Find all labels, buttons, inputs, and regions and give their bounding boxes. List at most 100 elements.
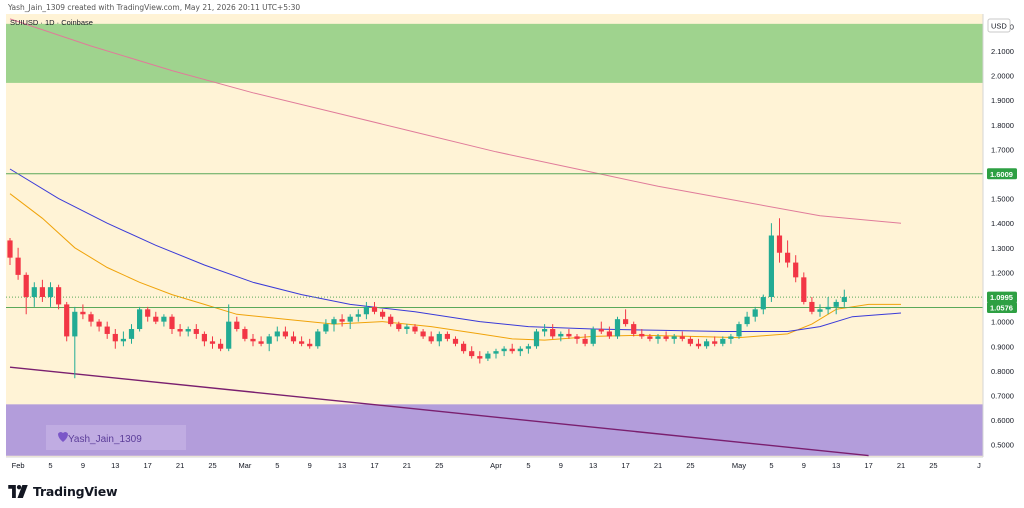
candle — [582, 333, 588, 347]
candle-body — [355, 314, 361, 317]
candle-body — [574, 336, 580, 339]
candle-body — [428, 336, 434, 342]
candle-body — [606, 331, 612, 337]
candle — [574, 333, 580, 344]
price-badge-background — [987, 168, 1017, 180]
candle-body — [323, 324, 329, 332]
candle — [266, 333, 272, 352]
candle — [801, 272, 807, 305]
candle-body — [396, 324, 402, 330]
time-tick-label: 9 — [81, 461, 85, 470]
candle — [112, 329, 118, 349]
candle-body — [347, 316, 353, 322]
watermark-text: Yash_Jain_1309 — [68, 434, 142, 445]
candle-body — [768, 235, 774, 298]
candle-body — [825, 306, 831, 310]
time-tick-label: 13 — [832, 461, 840, 470]
candle-body — [161, 316, 167, 322]
candle — [64, 301, 70, 342]
candle-body — [307, 343, 313, 347]
candle — [444, 331, 450, 342]
candle — [525, 343, 531, 354]
candle-body — [185, 329, 191, 332]
time-tick-label: 13 — [111, 461, 119, 470]
candle-body — [728, 336, 734, 339]
time-tick-label: Feb — [12, 461, 25, 470]
candle — [193, 324, 199, 339]
time-tick-label: 5 — [526, 461, 530, 470]
time-tick-label: May — [732, 461, 746, 470]
ema-fast-line — [9, 193, 901, 341]
candle — [331, 316, 337, 332]
candle-body — [363, 306, 369, 315]
tradingview-wordmark: TradingView — [33, 483, 118, 499]
price-tick-label: 1.2000 — [991, 268, 1014, 277]
candle — [72, 306, 78, 379]
candle — [736, 321, 742, 339]
candle-body — [145, 309, 151, 317]
candle-body — [704, 341, 710, 347]
candle-body — [7, 240, 13, 258]
time-tick-label: 25 — [929, 461, 937, 470]
candle-body — [64, 304, 70, 337]
candle — [590, 326, 596, 347]
candle — [363, 301, 369, 320]
time-tick-label: J — [977, 461, 981, 470]
candle — [655, 333, 661, 344]
candle-body — [177, 329, 183, 332]
candle-body — [809, 301, 815, 312]
candle — [88, 311, 94, 327]
candle — [250, 333, 256, 347]
candle-body — [509, 348, 515, 352]
tradingview-brand[interactable]: TradingView — [8, 482, 118, 500]
candle — [452, 336, 459, 347]
candle — [234, 316, 240, 332]
time-tick-label: 25 — [208, 461, 216, 470]
candle-body — [120, 338, 126, 342]
candle-body — [501, 348, 507, 352]
candle-body — [525, 346, 531, 349]
watermark-box — [46, 425, 186, 450]
candle — [825, 297, 831, 315]
candle — [566, 329, 572, 339]
candle-body — [226, 321, 232, 349]
candle — [712, 336, 718, 347]
candle-body — [485, 353, 491, 359]
price-tick-label: 1.4000 — [991, 219, 1014, 228]
candle — [137, 306, 143, 332]
price-tick-label: 0.8000 — [991, 367, 1014, 376]
candle-body — [404, 326, 410, 330]
candle-body — [331, 319, 337, 325]
candle-body — [542, 329, 548, 332]
candle-body — [315, 331, 321, 347]
candle-body — [623, 319, 629, 325]
time-tick-label: 17 — [370, 461, 378, 470]
candle-body — [752, 309, 758, 317]
candle — [744, 311, 750, 327]
candle — [355, 309, 361, 322]
candle-body — [201, 333, 207, 342]
candle-body — [776, 235, 783, 253]
price-badge-background — [987, 301, 1017, 313]
candle-body — [104, 326, 110, 334]
time-tick-label: 21 — [897, 461, 905, 470]
candle — [833, 299, 839, 315]
candle — [404, 324, 410, 334]
candle — [768, 223, 774, 302]
candle — [760, 294, 766, 315]
candle — [226, 304, 232, 352]
candle — [339, 314, 345, 327]
candle — [161, 314, 167, 327]
price-badge-label: 1.0576 — [990, 303, 1013, 312]
candle-body — [461, 343, 467, 352]
time-tick-label: Mar — [238, 461, 251, 470]
time-tick-label: 5 — [769, 461, 773, 470]
candle — [501, 346, 507, 357]
time-tick-label: 9 — [308, 461, 312, 470]
time-tick-label: 17 — [621, 461, 629, 470]
candle-body — [47, 287, 54, 298]
candle-body — [242, 329, 248, 339]
heart-icon — [58, 432, 68, 442]
candle — [631, 321, 637, 337]
